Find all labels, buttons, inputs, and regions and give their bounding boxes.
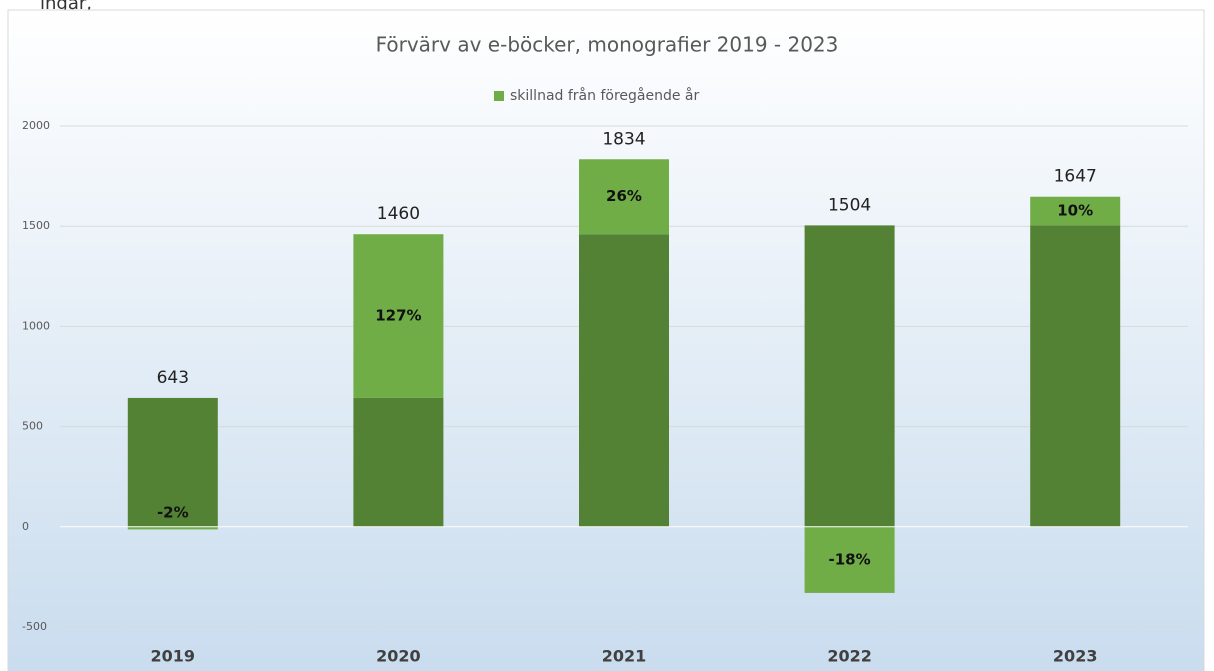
- data-label: -18%: [829, 550, 871, 568]
- bar-segment: [127, 526, 218, 530]
- bar-segment: [127, 397, 218, 527]
- bar-segment: [804, 225, 895, 527]
- total-label: 643: [157, 368, 189, 388]
- bar-segment: [1030, 196, 1121, 226]
- y-tick-label: 1500: [22, 219, 50, 232]
- y-tick-label: 500: [22, 420, 43, 433]
- legend-label: skillnad från föregående år: [510, 87, 699, 104]
- y-tick-label: 1000: [22, 319, 50, 332]
- y-tick-label: 0: [22, 520, 29, 533]
- x-tick-label: 2022: [827, 647, 872, 666]
- bar-segment: [579, 234, 669, 527]
- total-label: 1504: [828, 195, 871, 215]
- bar-segment: [804, 526, 895, 593]
- data-label: 127%: [375, 307, 421, 325]
- total-label: 1460: [377, 204, 420, 224]
- legend-swatch: [494, 91, 504, 101]
- total-label: 1834: [602, 129, 645, 149]
- x-tick-label: 2021: [602, 647, 647, 666]
- y-tick-label: -500: [22, 620, 47, 633]
- bar-segment: [579, 159, 669, 235]
- x-tick-label: 2023: [1053, 647, 1098, 666]
- bar-segment: [1030, 225, 1121, 527]
- data-label: -2%: [157, 503, 189, 521]
- x-tick-label: 2019: [151, 647, 196, 666]
- y-tick-label: 2000: [22, 119, 50, 132]
- data-label: 10%: [1057, 202, 1093, 220]
- data-label: 26%: [606, 187, 642, 205]
- x-tick-label: 2020: [376, 647, 421, 666]
- total-label: 1647: [1054, 167, 1097, 187]
- bar-segment: [353, 234, 444, 398]
- chart-title: Förvärv av e-böcker, monografier 2019 - …: [376, 33, 839, 57]
- bar-segment: [353, 397, 444, 527]
